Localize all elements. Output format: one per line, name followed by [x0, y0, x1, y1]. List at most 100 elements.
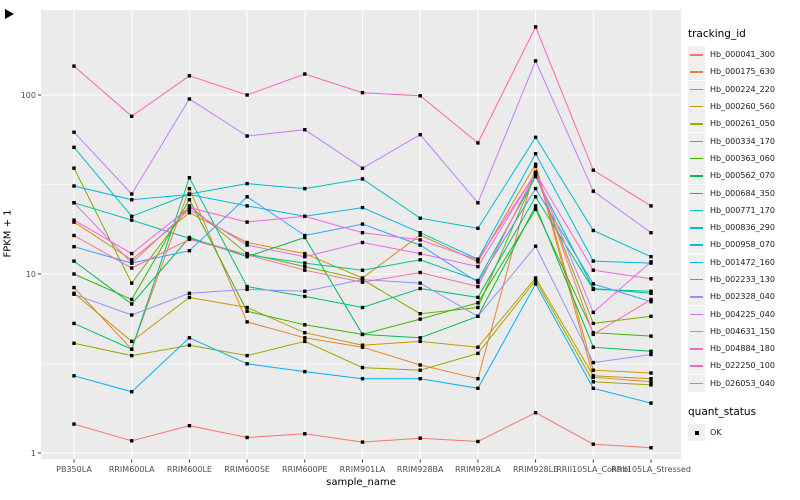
- data-point: [360, 205, 365, 210]
- data-point: [533, 174, 538, 179]
- data-point: [476, 351, 480, 356]
- data-point: [130, 339, 134, 344]
- data-point: [533, 59, 538, 63]
- legend-entry-label: Hb_004631_150: [710, 326, 775, 336]
- data-point: [303, 233, 307, 238]
- y-tick-label: 1: [31, 449, 36, 458]
- data-point: [418, 377, 422, 381]
- legend-key-line: [688, 288, 705, 306]
- legend-title-tracking-id: tracking_id: [688, 28, 746, 40]
- data-point: [72, 272, 76, 276]
- legend-key-line: [688, 322, 705, 340]
- data-point: [418, 339, 422, 344]
- legend-entry-label: Hb_000224_220: [710, 84, 775, 94]
- data-point: [245, 309, 249, 313]
- data-point: [245, 353, 249, 358]
- data-point: [591, 268, 595, 272]
- data-point: [533, 282, 538, 286]
- data-point: [303, 331, 307, 335]
- legend-entry: Hb_000224_220: [688, 80, 800, 98]
- data-point: [418, 258, 422, 262]
- data-point: [476, 226, 480, 230]
- legend-key-line: [688, 184, 705, 202]
- data-point: [303, 255, 307, 259]
- data-point: [649, 297, 653, 302]
- data-point: [476, 295, 480, 300]
- legend-entry: Hb_002233_130: [688, 271, 800, 288]
- data-point: [72, 321, 76, 326]
- data-point: [649, 300, 653, 304]
- data-point: [533, 195, 538, 199]
- legend-entry-label: OK: [710, 428, 722, 438]
- legend-title-quant-status: quant_status: [688, 405, 757, 418]
- data-point: [591, 368, 595, 372]
- data-point: [649, 446, 653, 450]
- data-point: [130, 347, 134, 351]
- data-point: [476, 141, 480, 145]
- data-point: [591, 321, 595, 326]
- data-point: [360, 166, 365, 170]
- legend-entry-label: Hb_000836_290: [710, 223, 775, 233]
- legend-entry-label: Hb_000041_300: [710, 50, 775, 60]
- x-tick-label: RRIM600PE: [282, 465, 328, 474]
- data-point: [418, 251, 422, 256]
- data-point: [649, 291, 653, 295]
- data-point: [418, 231, 422, 235]
- data-point: [303, 339, 307, 344]
- data-point: [187, 237, 192, 242]
- legend-entry-label: Hb_000562_070: [710, 171, 775, 181]
- data-point: [418, 363, 422, 367]
- legend-entry-label: Hb_000958_070: [710, 240, 775, 250]
- data-point: [476, 314, 480, 318]
- legend-entry-label: Hb_000261_050: [710, 119, 775, 129]
- data-point: [245, 305, 249, 310]
- data-point: [476, 280, 480, 284]
- data-point: [130, 261, 134, 265]
- data-point: [245, 284, 249, 289]
- legend-key-line: [688, 271, 705, 288]
- data-point: [418, 286, 422, 291]
- data-point: [360, 343, 365, 347]
- data-point: [418, 94, 422, 98]
- data-point: [130, 198, 134, 202]
- data-point: [187, 249, 192, 253]
- data-point: [130, 192, 134, 196]
- data-point: [245, 435, 249, 440]
- legend-key-line: [688, 357, 705, 375]
- legend-key-line: [688, 115, 705, 133]
- data-point: [476, 377, 480, 381]
- data-point: [130, 302, 134, 306]
- data-point: [72, 233, 76, 238]
- data-point: [591, 189, 595, 193]
- data-point: [303, 186, 307, 191]
- data-point: [130, 251, 134, 256]
- legend-entry-label: Hb_026053_040: [710, 378, 775, 388]
- legend-entry: Hb_022250_100: [688, 357, 800, 375]
- data-point: [187, 192, 192, 197]
- legend-entry: Hb_002328_040: [688, 288, 800, 306]
- legend-entry: Hb_026053_040: [688, 374, 800, 392]
- data-point: [245, 204, 249, 208]
- data-point: [72, 184, 76, 188]
- data-point: [72, 422, 76, 426]
- data-point: [533, 25, 538, 29]
- legend-entry: Hb_000261_050: [688, 115, 800, 133]
- legend-key-line: [688, 236, 705, 254]
- legend-entry-label: Hb_002328_040: [710, 292, 775, 302]
- legend-key-line: [688, 253, 705, 271]
- legend-key-line: [688, 98, 705, 116]
- data-point: [360, 345, 365, 349]
- data-point: [591, 286, 595, 291]
- data-point: [533, 276, 538, 280]
- data-point: [72, 201, 76, 205]
- data-point: [130, 218, 134, 222]
- data-point: [245, 255, 249, 259]
- x-tick-label: RRIM600LE: [167, 465, 212, 474]
- data-point: [303, 264, 307, 269]
- data-point: [533, 244, 538, 248]
- data-point: [591, 310, 595, 315]
- data-point: [649, 380, 653, 384]
- x-tick-label: RRIM928BA: [397, 465, 444, 474]
- data-point: [130, 214, 134, 218]
- data-point: [360, 231, 365, 235]
